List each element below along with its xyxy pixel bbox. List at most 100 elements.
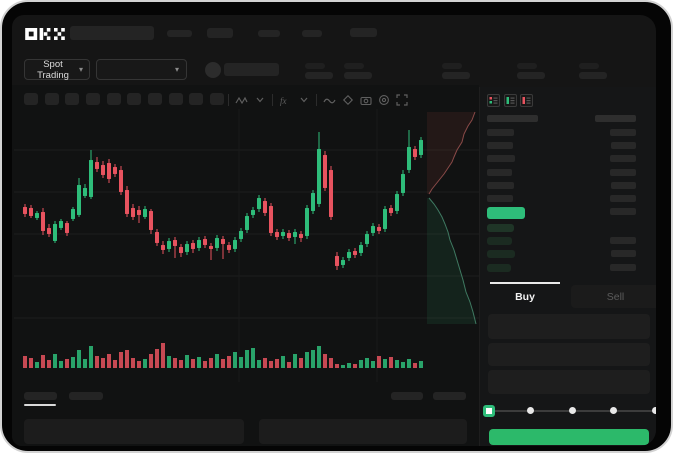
- camera-icon[interactable]: [358, 93, 373, 108]
- ask-price-bar[interactable]: [487, 142, 513, 149]
- candle-type-icon[interactable]: [234, 93, 249, 108]
- chart-section-background: [12, 85, 479, 446]
- orderbook-price-header: [487, 115, 538, 122]
- stat-label-skeleton: [517, 63, 537, 69]
- stat-label-skeleton: [442, 63, 462, 69]
- last-price-bar[interactable]: [487, 207, 525, 219]
- nav-skeleton-bar: [350, 28, 377, 37]
- stat-label-skeleton: [305, 63, 325, 69]
- slider-step-dot[interactable]: [527, 407, 534, 414]
- nav-skeleton-bar: [167, 30, 192, 37]
- bid-amount-bar[interactable]: [610, 264, 636, 271]
- bottom-panel-skeleton: [259, 419, 467, 444]
- timeframe-skeleton-button: [86, 93, 100, 105]
- order-form-field[interactable]: [488, 314, 650, 339]
- chevron-down-icon: ▾: [78, 64, 83, 74]
- timeframe-skeleton-button: [210, 93, 224, 105]
- bid-price-bar[interactable]: [487, 237, 512, 245]
- stat-label-skeleton: [579, 63, 599, 69]
- ask-amount-bar[interactable]: [610, 195, 636, 202]
- subheader-skeleton-bar: [224, 63, 279, 76]
- slider-handle[interactable]: [483, 405, 495, 417]
- last-price-amount-bar: [610, 208, 636, 215]
- orderbook-amount-header: [595, 115, 636, 122]
- settings-icon[interactable]: [376, 93, 391, 108]
- market-type-selector[interactable]: Spot Trading ▾: [24, 58, 90, 81]
- bottom-active-tab-underline: [24, 404, 56, 406]
- slider-step-dot[interactable]: [610, 407, 617, 414]
- timeframe-skeleton-button: [169, 93, 183, 105]
- market-type-label: Spot Trading: [37, 58, 69, 81]
- coin-avatar-placeholder: [205, 62, 221, 78]
- timeframe-skeleton-button: [148, 93, 162, 105]
- book-split-view-icon[interactable]: [487, 94, 500, 107]
- bottom-tab-skeleton[interactable]: [24, 392, 57, 400]
- bottom-tab-skeleton[interactable]: [391, 392, 423, 400]
- toolbar-divider: [316, 94, 317, 106]
- book-asks-view-icon[interactable]: [520, 94, 533, 107]
- order-form-field[interactable]: [488, 343, 650, 366]
- bid-amount-bar[interactable]: [611, 250, 636, 257]
- ask-price-bar[interactable]: [487, 182, 514, 189]
- ask-amount-bar[interactable]: [610, 129, 636, 136]
- nav-skeleton-bar: [70, 26, 154, 40]
- pair-selector-dropdown[interactable]: ▾: [96, 59, 187, 80]
- timeframe-skeleton-button: [127, 93, 141, 105]
- timeframe-skeleton-button: [189, 93, 203, 105]
- ask-price-bar[interactable]: [487, 155, 515, 162]
- chevron-down-icon: ▾: [174, 64, 179, 74]
- timeframe-skeleton-button: [65, 93, 79, 105]
- timeframe-skeleton-button: [45, 93, 59, 105]
- toolbar-divider: [228, 94, 229, 106]
- svg-text:fx: fx: [280, 96, 287, 106]
- bottom-panel-skeleton: [24, 419, 244, 444]
- timeframe-skeleton-button: [107, 93, 121, 105]
- book-bids-view-icon[interactable]: [504, 94, 517, 107]
- fullscreen-icon[interactable]: [394, 93, 409, 108]
- ask-amount-bar[interactable]: [611, 142, 636, 149]
- bid-price-bar[interactable]: [487, 264, 511, 272]
- bid-amount-bar[interactable]: [610, 237, 636, 244]
- order-form-field[interactable]: [488, 370, 650, 394]
- compare-icon[interactable]: [340, 93, 355, 108]
- ask-amount-bar[interactable]: [610, 169, 636, 176]
- chevron-down-icon[interactable]: [296, 93, 311, 108]
- stat-value-skeleton: [344, 72, 372, 79]
- candlestick-chart[interactable]: [14, 109, 480, 383]
- ask-amount-bar[interactable]: [610, 155, 636, 162]
- buy-submit-button[interactable]: [489, 429, 649, 445]
- chevron-down-icon[interactable]: [252, 93, 267, 108]
- chart-toolbar-icons: fx: [226, 91, 409, 109]
- okx-logo[interactable]: [24, 28, 66, 40]
- nav-skeleton-bar: [207, 28, 233, 38]
- bid-price-bar[interactable]: [487, 224, 514, 232]
- bottom-tab-skeleton[interactable]: [69, 392, 103, 400]
- ask-price-bar[interactable]: [487, 195, 513, 202]
- nav-skeleton-bar: [302, 30, 322, 37]
- active-tab-indicator: [490, 282, 560, 284]
- indicators-icon[interactable]: fx: [278, 93, 293, 108]
- line-tool-icon[interactable]: [322, 93, 337, 108]
- slider-step-dot[interactable]: [569, 407, 576, 414]
- ask-price-bar[interactable]: [487, 169, 512, 176]
- timeframe-skeleton-button: [24, 93, 38, 105]
- trading-app-window: Spot Trading ▾ ▾ fx: [12, 15, 656, 446]
- bid-price-bar[interactable]: [487, 250, 515, 258]
- tab-buy-label: Buy: [515, 290, 535, 303]
- tab-sell[interactable]: Sell: [571, 285, 656, 308]
- stat-value-skeleton: [579, 72, 607, 79]
- bottom-tab-skeleton[interactable]: [433, 392, 466, 400]
- slider-step-dot[interactable]: [652, 407, 656, 414]
- stat-value-skeleton: [517, 72, 545, 79]
- tab-sell-label: Sell: [606, 290, 625, 303]
- nav-skeleton-bar: [258, 30, 280, 37]
- toolbar-divider: [272, 94, 273, 106]
- stat-value-skeleton: [442, 72, 470, 79]
- tab-buy[interactable]: Buy: [480, 285, 570, 308]
- stat-value-skeleton: [305, 72, 333, 79]
- ask-amount-bar[interactable]: [611, 182, 636, 189]
- stat-label-skeleton: [344, 63, 364, 69]
- ask-price-bar[interactable]: [487, 129, 514, 136]
